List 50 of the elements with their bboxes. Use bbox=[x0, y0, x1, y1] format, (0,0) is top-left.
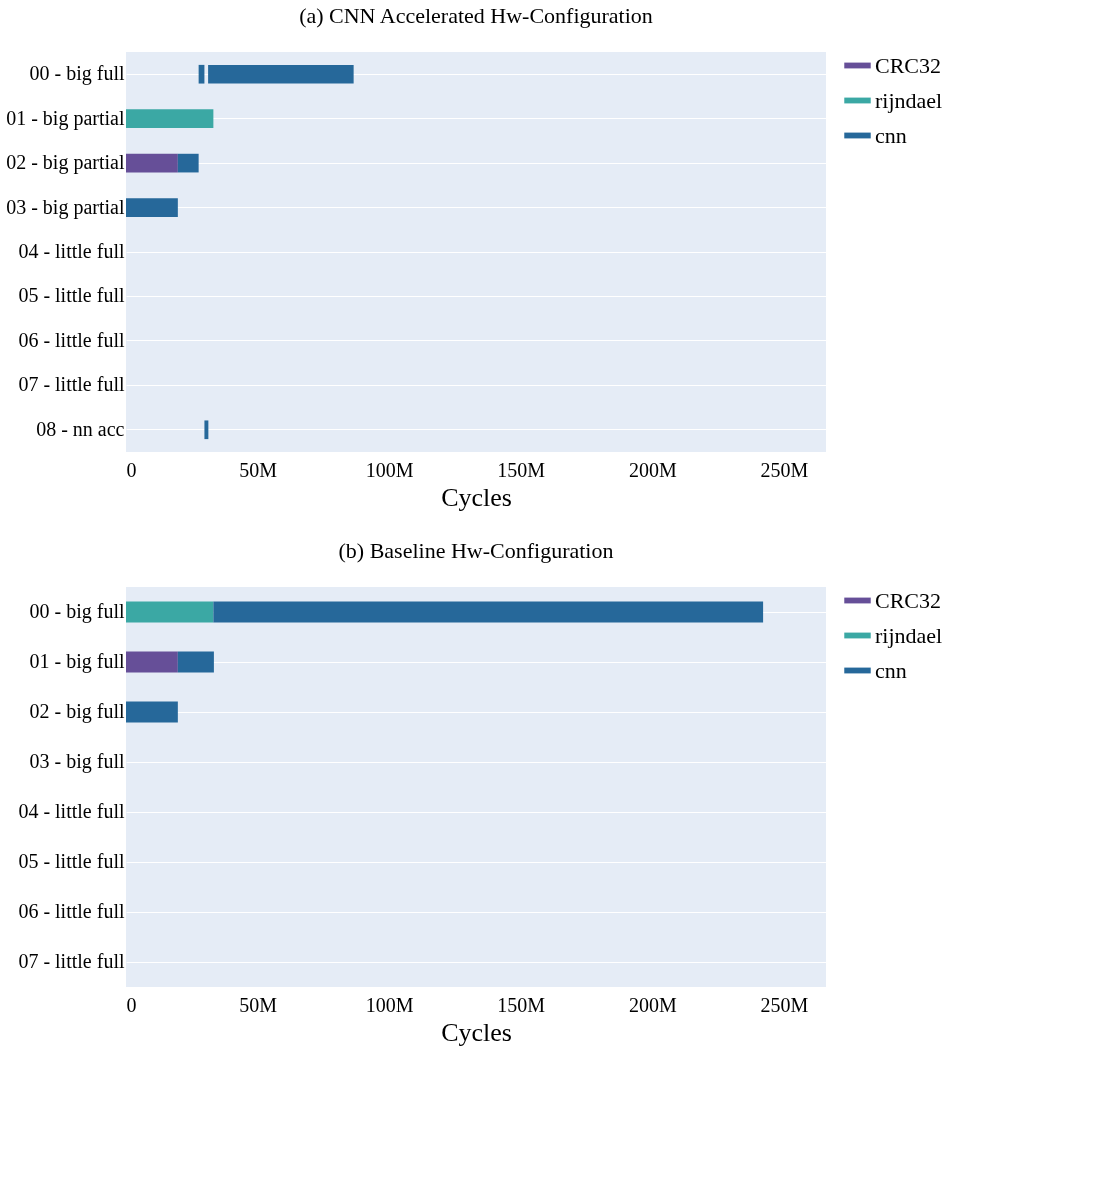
bar bbox=[213, 601, 764, 623]
y-tick-label: 06 - little full bbox=[18, 900, 125, 922]
y-tick-label: 02 - big partial bbox=[6, 151, 125, 175]
y-tick-label: 01 - big full bbox=[29, 650, 125, 673]
x-tick-label: 100M bbox=[365, 993, 414, 1016]
y-tick-label: 03 - big partial bbox=[6, 195, 125, 219]
x-tick-label: 100M bbox=[365, 458, 414, 481]
legend-label: rijndael bbox=[875, 87, 943, 113]
x-tick-label: 50M bbox=[239, 458, 278, 481]
x-axis-title: Cycles bbox=[441, 482, 512, 512]
x-tick-label: 200M bbox=[628, 458, 677, 481]
y-tick-label: 01 - big partial bbox=[6, 106, 125, 130]
x-tick-label: 250M bbox=[760, 993, 809, 1016]
legend-label: rijndael bbox=[875, 622, 943, 648]
y-tick-label: 00 - big full bbox=[29, 62, 125, 86]
bar bbox=[126, 651, 178, 673]
chart-title: (a) CNN Accelerated Hw-Configuration bbox=[299, 3, 653, 28]
chart-title: (b) Baseline Hw-Configuration bbox=[338, 538, 614, 563]
legend-label: CRC32 bbox=[875, 52, 942, 78]
y-tick-label: 05 - little full bbox=[18, 284, 125, 307]
x-tick-label: 0 bbox=[126, 458, 137, 481]
bar bbox=[126, 109, 214, 128]
y-tick-label: 05 - little full bbox=[18, 850, 125, 872]
y-tick-label: 03 - big full bbox=[29, 750, 125, 773]
y-tick-label: 08 - nn acc bbox=[36, 417, 125, 440]
x-tick-label: 200M bbox=[628, 993, 677, 1016]
y-tick-label: 04 - little full bbox=[18, 800, 125, 822]
bar bbox=[126, 601, 214, 623]
y-tick-label: 07 - little full bbox=[18, 950, 125, 972]
x-axis-title: Cycles bbox=[441, 1017, 512, 1047]
x-tick-label: 150M bbox=[497, 458, 546, 481]
x-tick-label: 250M bbox=[760, 458, 809, 481]
legend-label: CRC32 bbox=[875, 587, 942, 613]
y-tick-label: 06 - little full bbox=[18, 328, 125, 351]
x-tick-label: 50M bbox=[239, 993, 278, 1016]
bar bbox=[126, 153, 178, 173]
x-tick-label: 0 bbox=[126, 993, 137, 1016]
bar bbox=[126, 198, 178, 217]
bar bbox=[204, 420, 209, 440]
y-tick-label: 00 - big full bbox=[29, 600, 125, 623]
y-tick-label: 07 - little full bbox=[18, 373, 125, 396]
legend-label: cnn bbox=[875, 657, 907, 683]
bar bbox=[177, 651, 214, 673]
bar bbox=[126, 701, 178, 723]
bar bbox=[208, 64, 354, 84]
y-tick-label: 02 - big full bbox=[29, 700, 125, 723]
y-tick-label: 04 - little full bbox=[18, 240, 125, 262]
bar bbox=[177, 153, 199, 173]
legend-label: cnn bbox=[875, 122, 907, 148]
x-tick-label: 150M bbox=[497, 993, 546, 1016]
